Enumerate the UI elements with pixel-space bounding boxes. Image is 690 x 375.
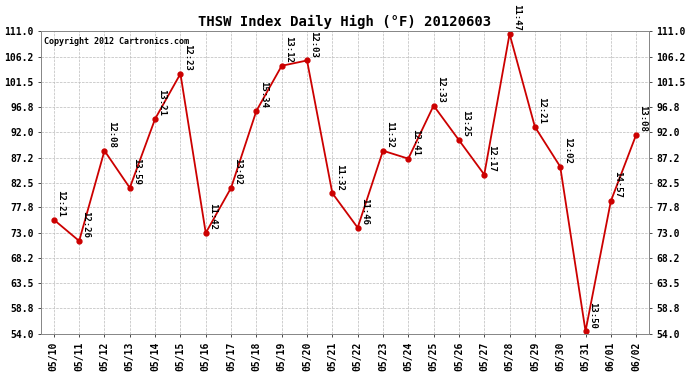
- Text: 12:23: 12:23: [183, 44, 192, 71]
- Text: 13:08: 13:08: [639, 105, 648, 132]
- Text: 12:02: 12:02: [562, 137, 571, 164]
- Text: 11:32: 11:32: [335, 164, 344, 190]
- Text: 12:08: 12:08: [107, 121, 116, 148]
- Text: 12:21: 12:21: [57, 190, 66, 217]
- Text: 15:34: 15:34: [259, 81, 268, 108]
- Text: Copyright 2012 Cartronics.com: Copyright 2012 Cartronics.com: [44, 38, 189, 46]
- Text: 12:03: 12:03: [310, 31, 319, 58]
- Text: 12:21: 12:21: [538, 97, 546, 124]
- Text: 12:26: 12:26: [81, 211, 90, 238]
- Text: 13:25: 13:25: [462, 111, 471, 137]
- Title: THSW Index Daily High (°F) 20120603: THSW Index Daily High (°F) 20120603: [199, 15, 491, 29]
- Text: 13:02: 13:02: [233, 158, 242, 185]
- Text: 13:21: 13:21: [157, 89, 166, 116]
- Text: 11:46: 11:46: [360, 198, 369, 225]
- Text: 13:59: 13:59: [132, 158, 141, 185]
- Text: 12:41: 12:41: [411, 129, 420, 156]
- Text: 13:12: 13:12: [284, 36, 293, 63]
- Text: 12:33: 12:33: [436, 76, 445, 103]
- Text: 11:32: 11:32: [386, 121, 395, 148]
- Text: 11:47: 11:47: [512, 4, 521, 31]
- Text: 12:17: 12:17: [486, 145, 495, 172]
- Text: 11:42: 11:42: [208, 203, 217, 230]
- Text: 13:50: 13:50: [588, 302, 597, 328]
- Text: 14:57: 14:57: [613, 171, 622, 198]
